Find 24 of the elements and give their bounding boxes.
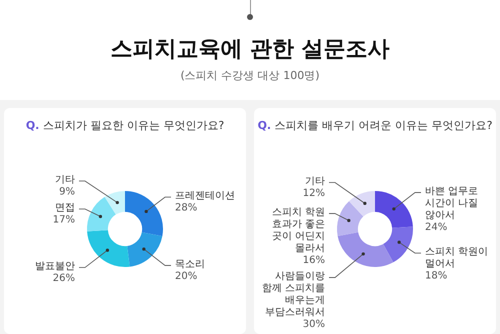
data-label: 12% xyxy=(302,188,325,200)
slice-label: 면접 xyxy=(55,202,75,214)
slice-label: 사람들이랑 함께 스피치를 배우는게 부담스러워서 xyxy=(262,271,325,318)
slice-label: 바쁜 업무로 시간이 나질 않아서 xyxy=(425,186,478,222)
data-label: 20% xyxy=(175,271,198,282)
slice-label: 스피치 학원 효과가 좋은 곳이 어딘지 몰라서 xyxy=(272,207,325,254)
slice-label: 프레젠테이션 xyxy=(175,190,235,202)
slice-label: 목소리 xyxy=(175,259,205,270)
data-label: 18% xyxy=(425,270,448,282)
data-label: 9% xyxy=(59,186,75,198)
slice-label: 스피치 학원이 멀어서 xyxy=(425,246,488,270)
text: (스피치 수강생 대상 100명) xyxy=(179,68,321,83)
slice-label: 발표불안 xyxy=(35,261,75,272)
data-label: 24% xyxy=(425,222,448,234)
data-label: 17% xyxy=(52,214,75,226)
data-label: 16% xyxy=(302,255,325,266)
slice-label: 기타 xyxy=(55,174,75,186)
chart-title: Q. 스피치가 필요한 이유는 무엇인가요? xyxy=(24,118,226,133)
data-label: 26% xyxy=(52,273,75,284)
data-label: 28% xyxy=(175,202,198,214)
data-label: 30% xyxy=(302,319,325,330)
chart-title: Q. 스피치를 배우기 어려운 이유는 무엇인가요? xyxy=(256,118,494,133)
text: 스피치교육에 관한 설문조사 xyxy=(109,36,391,64)
slice-label: 기타 xyxy=(305,176,325,188)
